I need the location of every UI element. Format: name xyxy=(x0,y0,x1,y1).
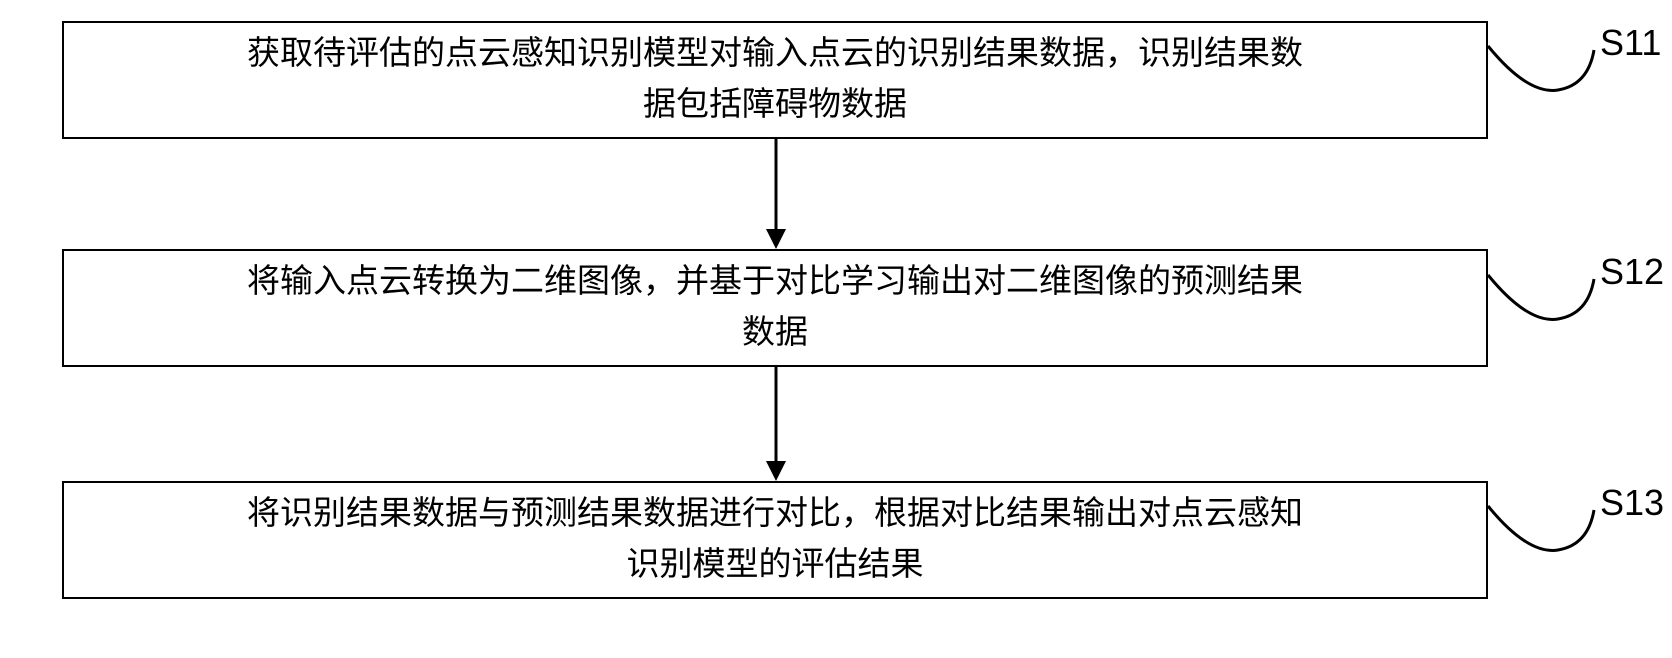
step-label-s13: S13 xyxy=(1600,482,1664,524)
flow-node-s13-line1: 将识别结果数据与预测结果数据进行对比，根据对比结果输出对点云感知 xyxy=(247,489,1303,540)
step-label-s12: S12 xyxy=(1600,251,1664,293)
arrow-s11-s12 xyxy=(756,139,796,251)
label-connector-s13 xyxy=(1488,500,1608,560)
label-connector-s12 xyxy=(1488,269,1608,329)
flow-node-s12: 将输入点云转换为二维图像，并基于对比学习输出对二维图像的预测结果 数据 xyxy=(62,249,1488,367)
label-connector-s11 xyxy=(1488,40,1608,100)
flow-node-s13-line2: 识别模型的评估结果 xyxy=(627,540,924,591)
flow-node-s11-line1: 获取待评估的点云感知识别模型对输入点云的识别结果数据，识别结果数 xyxy=(247,29,1303,80)
flow-node-s11: 获取待评估的点云感知识别模型对输入点云的识别结果数据，识别结果数 据包括障碍物数… xyxy=(62,21,1488,139)
flow-node-s11-line2: 据包括障碍物数据 xyxy=(643,80,907,131)
flow-node-s13: 将识别结果数据与预测结果数据进行对比，根据对比结果输出对点云感知 识别模型的评估… xyxy=(62,481,1488,599)
flow-node-s12-line1: 将输入点云转换为二维图像，并基于对比学习输出对二维图像的预测结果 xyxy=(247,257,1303,308)
step-label-s11: S11 xyxy=(1600,22,1661,64)
flow-node-s12-line2: 数据 xyxy=(742,308,808,359)
arrow-s12-s13 xyxy=(756,367,796,483)
